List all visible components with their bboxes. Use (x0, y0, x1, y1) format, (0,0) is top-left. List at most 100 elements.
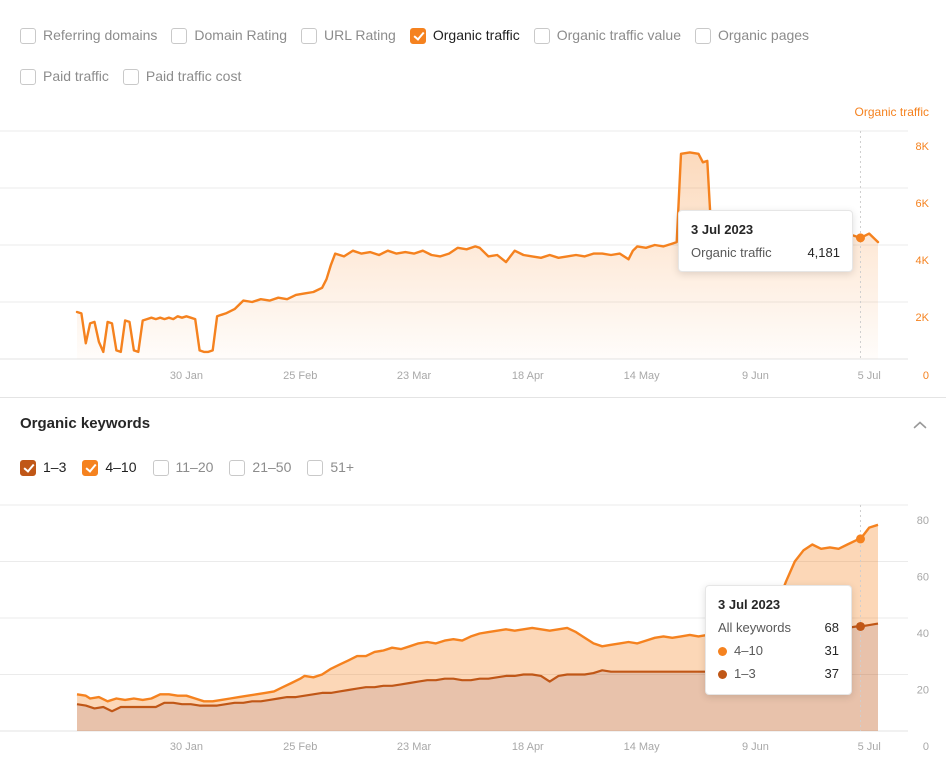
organic-keywords-tooltip: 3 Jul 2023 All keywords 68 4–10 31 1–3 37 (705, 585, 852, 695)
checkbox-unchecked[interactable] (695, 27, 711, 44)
filter-referring-domains[interactable]: Referring domains (20, 27, 157, 44)
collapse-section-button[interactable] (908, 416, 932, 434)
checkbox-checked[interactable] (409, 27, 426, 44)
tooltip-row-label: 1–3 (718, 666, 756, 682)
filter-organic-pages[interactable]: Organic pages (695, 27, 809, 44)
axis-label: Organic traffic (855, 105, 929, 119)
checkbox-label: Domain Rating (194, 27, 287, 43)
metric-filters: Referring domains Domain Rating URL Rating… (20, 27, 809, 109)
checkbox-label: 51+ (330, 459, 355, 475)
checkbox-label: 4–10 (105, 459, 137, 475)
checkbox-unchecked[interactable] (122, 68, 139, 85)
axis-label: 20 (917, 685, 929, 697)
axis-label: 60 (917, 572, 929, 584)
axis-label: 25 Feb (283, 370, 317, 382)
filter-url-rating[interactable]: URL Rating (301, 27, 396, 44)
axis-label: 6K (916, 198, 930, 210)
tooltip-date: 3 Jul 2023 (691, 222, 754, 237)
filter-organic-traffic[interactable]: Organic traffic (409, 27, 520, 44)
axis-label: 0 (923, 741, 929, 753)
section-divider (0, 397, 946, 398)
checkbox-label: Referring domains (43, 27, 158, 43)
tooltip-row: 1–3 37 (718, 666, 839, 682)
checkbox-label: Organic traffic (432, 27, 520, 43)
keyword-filters-row: 1–3 4–10 11–20 21–50 51+ (20, 459, 354, 476)
axis-label: 2K (916, 312, 930, 324)
filter-domain-rating[interactable]: Domain Rating (171, 27, 287, 44)
checkbox-label: Paid traffic (43, 68, 109, 84)
tooltip-row-text: 1–3 (734, 666, 756, 681)
hover-point-marker (855, 233, 865, 243)
checkbox-unchecked[interactable] (301, 27, 317, 44)
tooltip-row-value: 31 (824, 643, 839, 658)
axis-label: 9 Jun (742, 370, 769, 382)
filter-11-20[interactable]: 11–20 (152, 459, 214, 476)
series-dot-icon (718, 646, 727, 656)
chevron-up-icon (913, 421, 927, 429)
filter-4-10[interactable]: 4–10 (82, 459, 137, 476)
keywords-1-3-area (77, 623, 878, 731)
axis-label: 0 (923, 370, 929, 382)
tooltip-row: All keywords 68 (718, 620, 839, 636)
tooltip-row-value: 4,181 (807, 245, 840, 260)
checkbox-unchecked[interactable] (20, 27, 36, 44)
checkbox-label: Organic pages (718, 27, 810, 43)
axis-label: 9 Jun (742, 741, 769, 753)
tooltip-date: 3 Jul 2023 (718, 597, 781, 612)
axis-label: 25 Feb (283, 741, 317, 753)
checkbox-unchecked[interactable] (20, 68, 36, 85)
checkbox-checked[interactable] (20, 459, 36, 476)
axis-label: 23 Mar (397, 370, 432, 382)
checkbox-label: 1–3 (43, 459, 67, 475)
tooltip-row-value: 37 (824, 666, 839, 681)
axis-label: 5 Jul (858, 741, 881, 753)
axis-label: 30 Jan (170, 741, 203, 753)
tooltip-row: 4–10 31 (718, 643, 839, 659)
checkbox-unchecked[interactable] (533, 27, 550, 44)
checkbox-label: URL Rating (324, 27, 396, 43)
hover-point-marker (855, 621, 865, 631)
axis-label: 30 Jan (170, 370, 203, 382)
checkbox-checked[interactable] (82, 459, 99, 476)
axis-label: 8K (916, 141, 930, 153)
filter-organic-traffic-value[interactable]: Organic traffic value (533, 27, 681, 44)
tooltip-row-text: 4–10 (734, 643, 763, 658)
tooltip-row-text: All keywords (718, 620, 791, 635)
checkbox-label: 21–50 (252, 459, 292, 475)
checkbox-unchecked[interactable] (307, 459, 324, 476)
tooltip-row-value: 68 (824, 620, 839, 635)
axis-label: 80 (917, 515, 929, 527)
keyword-position-filters: 1–3 4–10 11–20 21–50 51+ (20, 459, 354, 500)
axis-label: 23 Mar (397, 741, 432, 753)
filter-51+[interactable]: 51+ (307, 459, 354, 476)
organic-traffic-area (77, 152, 878, 359)
filter-21-50[interactable]: 21–50 (229, 459, 291, 476)
tooltip-row-label: All keywords (718, 620, 791, 636)
axis-label: 14 May (624, 370, 661, 382)
checkbox-label: Organic traffic value (556, 27, 681, 43)
axis-label: 40 (917, 628, 929, 640)
checkbox-label: Paid traffic cost (145, 68, 242, 84)
filter-paid-traffic-cost[interactable]: Paid traffic cost (122, 68, 242, 85)
axis-label: 18 Apr (512, 370, 544, 382)
checkbox-unchecked[interactable] (229, 459, 246, 476)
checkbox-unchecked[interactable] (171, 27, 188, 44)
axis-label: 14 May (624, 741, 661, 753)
tooltip-row-label: Organic traffic (691, 245, 772, 260)
axis-label: 4K (916, 255, 930, 267)
checkbox-unchecked[interactable] (152, 459, 169, 476)
axis-label: 5 Jul (858, 370, 881, 382)
axis-label: 18 Apr (512, 741, 544, 753)
filter-1-3[interactable]: 1–3 (20, 459, 66, 476)
metric-filters-row: Referring domains Domain Rating URL Rating… (20, 27, 809, 44)
tooltip-row: Organic traffic 4,181 (691, 245, 840, 261)
keywords-4-10-area (77, 524, 878, 712)
organic-traffic-tooltip: 3 Jul 2023 Organic traffic 4,181 (678, 210, 853, 272)
checkbox-label: 11–20 (175, 459, 214, 475)
tooltip-row-label: 4–10 (718, 643, 763, 659)
tooltip-rows: All keywords 68 4–10 31 1–3 37 (718, 620, 839, 682)
hover-point-marker (855, 534, 865, 544)
organic-keywords-heading: Organic keywords (20, 415, 151, 432)
filter-paid-traffic[interactable]: Paid traffic (20, 68, 109, 85)
